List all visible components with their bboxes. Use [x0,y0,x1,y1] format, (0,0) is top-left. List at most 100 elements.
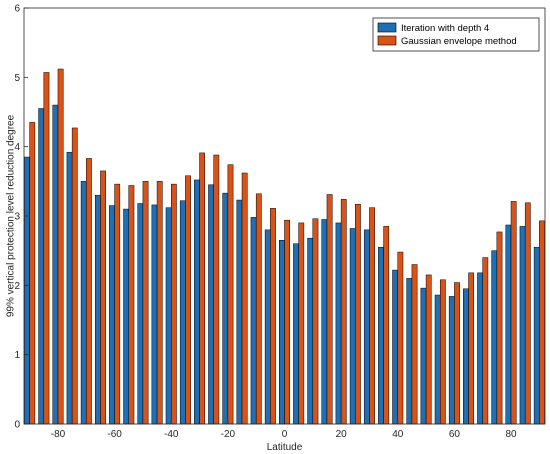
bar-iteration--30 [194,179,200,425]
bar-gaussian--60 [114,183,121,425]
bar-iteration-20 [335,222,342,425]
legend-swatch-iteration [377,22,397,33]
bar-gaussian-45 [411,264,418,425]
bar-iteration-80 [505,224,512,425]
bar-iteration--65 [94,194,101,425]
x-tick-label: -60 [107,429,122,440]
bar-iteration--60 [109,205,115,425]
legend: Iteration with depth 4 Gaussian envelope… [372,17,540,52]
bar-gaussian--10 [255,193,262,425]
bar-gaussian--20 [227,164,234,425]
bar-iteration-90 [533,246,540,425]
ticks-layer: -80 -60 -40 -20 0 20 40 60 80 0 1 2 3 4 5 6 [14,4,517,441]
legend-label-gaussian: Gaussian envelope method [401,36,517,47]
bar-gaussian-40 [397,251,404,425]
y-tick-label: 1 [14,350,20,361]
bar-gaussian-55 [439,279,446,425]
x-tick-label: 60 [449,429,461,440]
bar-iteration--35 [179,200,186,425]
bar-gaussian--90 [29,122,36,425]
y-tick-label: 6 [14,4,20,15]
bar-gaussian-85 [524,202,531,425]
bar-gaussian--65 [100,170,106,425]
bar-gaussian-70 [482,257,489,425]
bar-iteration-70 [477,272,483,425]
y-tick-label: 5 [14,73,20,84]
bar-gaussian-90 [539,220,545,425]
bar-gaussian-10 [312,218,319,425]
bar-iteration--5 [264,229,271,425]
bar-gaussian-5 [298,222,305,425]
bar-iteration-55 [434,294,441,425]
x-tick-label: -80 [51,429,66,440]
bar-gaussian-0 [284,219,290,425]
legend-swatch-gaussian [377,35,397,46]
x-tick-label: -40 [164,429,179,440]
bar-gaussian--40 [170,183,177,425]
bar-iteration--70 [80,181,87,425]
bar-gaussian--70 [86,158,92,425]
bar-iteration--10 [250,217,257,425]
bar-gaussian--5 [270,208,276,425]
bar-iteration--75 [66,151,73,425]
bar-iteration--80 [52,104,59,425]
bar-iteration-50 [420,287,427,425]
bar-gaussian-80 [510,201,517,425]
bar-gaussian-30 [369,207,375,425]
bar-gaussian--55 [128,185,135,425]
x-tick-label: 20 [336,429,348,440]
bar-iteration-15 [321,219,328,425]
x-axis-label: Latitude [267,442,303,453]
bar-iteration-5 [293,243,299,425]
y-tick-label: 2 [14,281,20,292]
bar-gaussian-60 [454,282,460,425]
bar-iteration--40 [165,207,172,425]
bar-gaussian--35 [185,175,191,425]
x-tick-label: 80 [505,429,517,440]
bar-iteration-40 [392,269,399,425]
y-tick-label: 4 [14,142,20,153]
bar-iteration-85 [519,226,526,425]
legend-box [372,17,540,52]
bar-iteration--25 [208,184,214,425]
bar-iteration-45 [406,278,413,425]
bar-iteration--45 [151,204,158,425]
bar-gaussian--85 [43,72,50,425]
x-tick-label: 0 [282,429,288,440]
bar-gaussian--50 [142,181,149,425]
bar-gaussian-20 [340,199,347,425]
bar-iteration-0 [279,240,285,425]
bar-gaussian-50 [425,274,432,425]
y-axis-label: 99% vertical protection level reduction … [6,114,17,317]
bar-gaussian-75 [496,231,503,425]
bar-iteration--55 [123,208,130,425]
x-tick-label: 40 [392,429,404,440]
bar-gaussian--45 [156,181,163,425]
bar-iteration-65 [463,288,469,425]
y-tick-label: 0 [14,420,20,431]
bar-iteration--85 [38,108,45,425]
bar-iteration--50 [137,203,144,425]
bar-gaussian--80 [57,68,64,425]
bar-iteration-10 [307,237,314,425]
bar-iteration--20 [222,192,229,425]
legend-label-iteration: Iteration with depth 4 [401,23,489,34]
x-tick-label: -20 [221,429,236,440]
bar-gaussian-35 [383,226,390,425]
bar-gaussian-65 [468,272,475,425]
bars-layer [24,68,545,425]
bar-gaussian--75 [71,127,78,425]
bar-gaussian--25 [213,154,220,425]
bar-iteration-60 [448,296,455,425]
y-tick-label: 3 [14,212,20,223]
bar-gaussian-25 [355,203,361,425]
bar-gaussian--30 [199,152,206,425]
bar-gaussian-15 [326,194,333,425]
bar-iteration-35 [378,246,384,425]
bar-iteration--90 [24,156,30,425]
bar-iteration-75 [491,250,498,425]
bar-iteration-30 [363,229,370,425]
bar-iteration-25 [349,228,356,425]
